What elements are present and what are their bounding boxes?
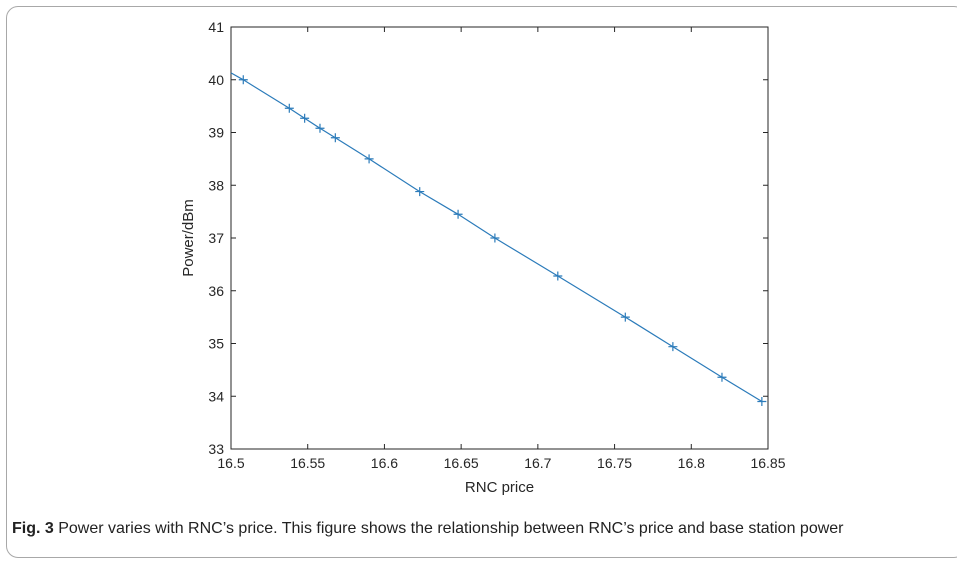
x-tick-label: 16.6	[371, 455, 398, 471]
y-tick-label: 39	[208, 125, 224, 141]
x-tick-label: 16.5	[217, 455, 244, 471]
x-tick-label: 16.7	[524, 455, 551, 471]
data-point-marker	[553, 271, 563, 281]
data-point-marker	[364, 154, 374, 164]
figure-caption: Fig. 3 Power varies with RNC’s price. Th…	[12, 516, 947, 541]
power-vs-rnc-price-chart: 16.5 16.55 16.6 16.65 16.7 16.75 16.8 16.85 33 34…	[180, 19, 786, 496]
y-tick-label: 34	[208, 388, 224, 404]
data-point-marker	[717, 372, 727, 382]
x-tick-label: 16.75	[597, 455, 632, 471]
y-tick-label: 41	[208, 19, 224, 35]
data-point-marker	[757, 397, 767, 407]
x-tick-label: 16.85	[750, 455, 785, 471]
y-tick-label: 40	[208, 72, 224, 88]
plot-box	[230, 26, 769, 450]
caption-text: Power varies with RNC’s price. This figu…	[58, 520, 844, 537]
data-point-marker	[300, 113, 310, 123]
data-point-marker	[315, 123, 325, 133]
data-point-marker	[284, 103, 294, 113]
data-point-marker	[330, 133, 340, 143]
y-tick-label: 33	[208, 441, 224, 457]
data-point-marker	[490, 233, 500, 243]
y-tick-label: 38	[208, 177, 224, 193]
x-tick-label: 16.55	[290, 455, 325, 471]
x-tick-label: 16.65	[444, 455, 479, 471]
data-point-marker	[668, 342, 678, 352]
y-tick-label: 36	[208, 283, 224, 299]
data-point-marker	[238, 75, 248, 85]
series-line	[230, 72, 763, 403]
x-axis-label: RNC price	[465, 479, 534, 496]
data-point-marker	[620, 312, 630, 322]
data-point-marker	[453, 209, 463, 219]
figure-frame	[6, 6, 957, 558]
figure-label: Fig. 3	[12, 520, 54, 537]
axes: 16.5 16.55 16.6 16.65 16.7 16.75 16.8 16.85 33 34…	[180, 19, 786, 496]
y-tick-label: 35	[208, 336, 224, 352]
data-point-marker	[415, 187, 425, 197]
x-tick-label: 16.8	[678, 455, 705, 471]
plot-area	[230, 72, 767, 407]
y-tick-label: 37	[208, 230, 224, 246]
y-axis-label: Power/dBm	[180, 199, 197, 277]
